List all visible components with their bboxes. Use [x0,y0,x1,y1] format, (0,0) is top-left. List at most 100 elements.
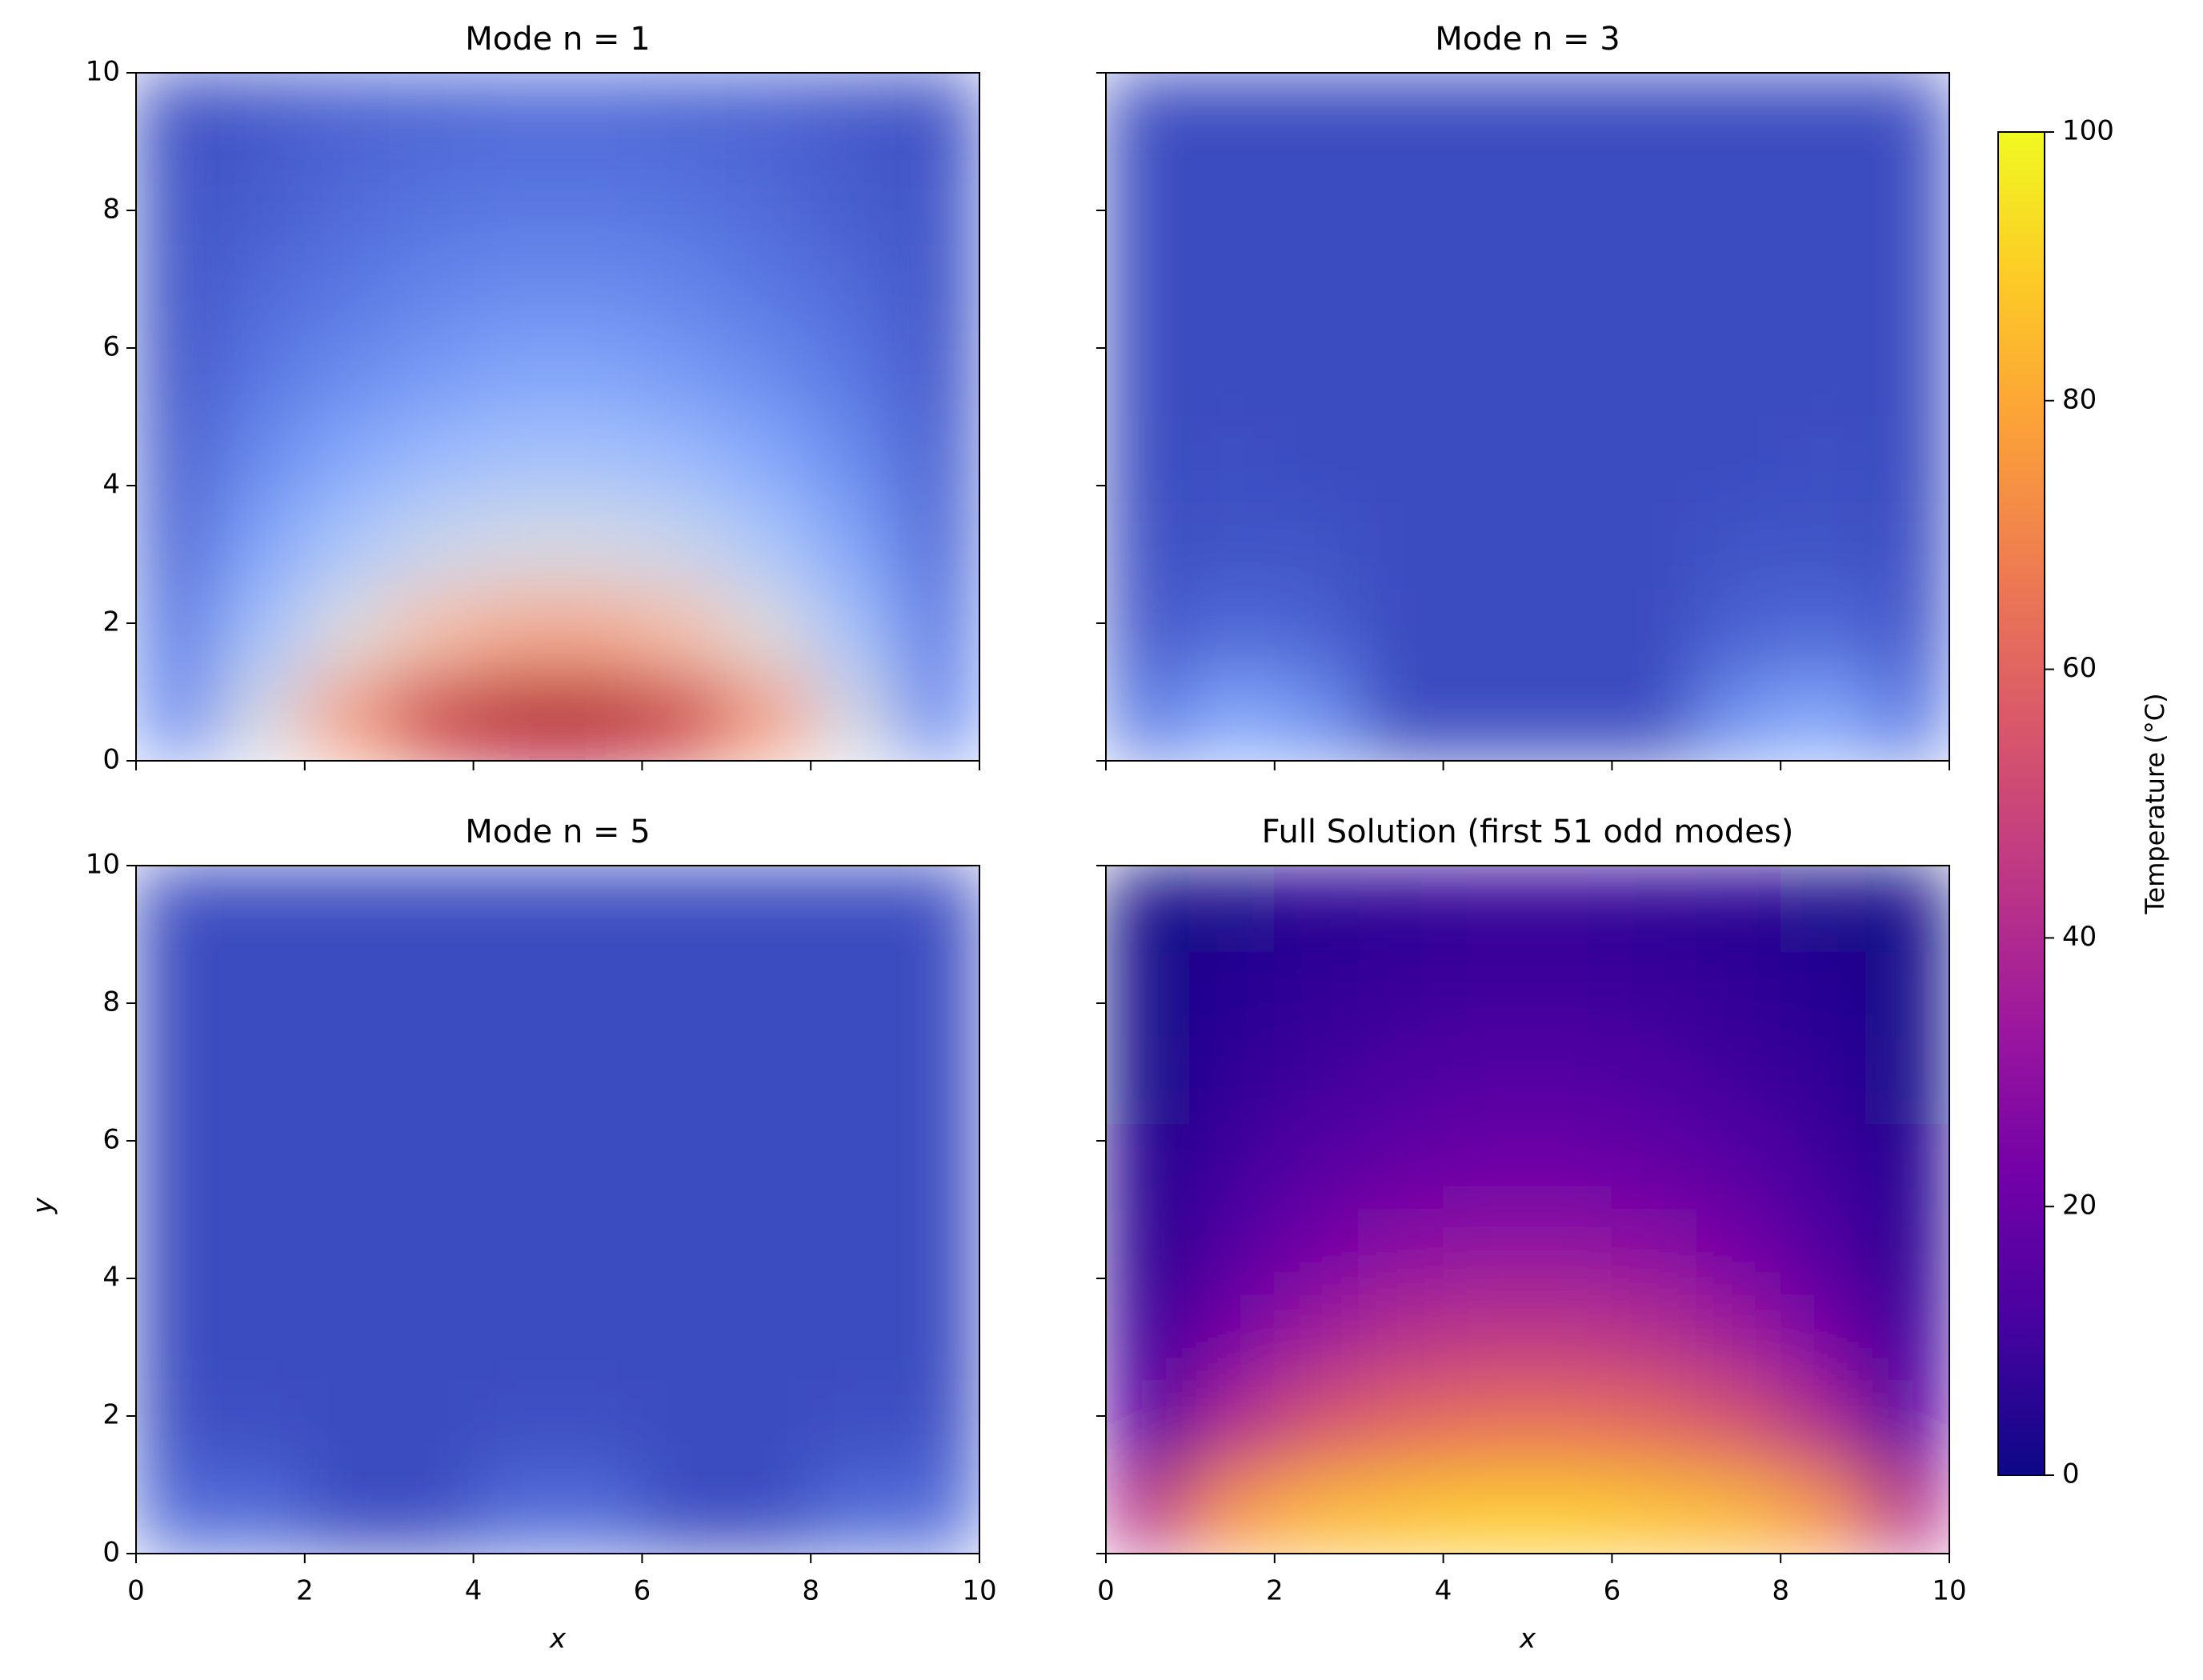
heatmap-cell [726,1123,811,1210]
panel-title: Mode n = 5 [465,814,650,850]
heatmap-cell [895,244,979,331]
heatmap-cell [895,73,979,159]
heatmap-cell [1865,674,1949,761]
heatmap-cell [557,1037,643,1124]
heatmap-cell [1106,1037,1191,1124]
colorbar-tick-label: 20 [2062,1190,2097,1222]
heatmap-cell [136,1381,221,1468]
heatmap-cell [810,73,896,159]
heatmap-cell [1106,502,1191,590]
heatmap-cell [726,588,811,675]
heatmap-cell [1274,588,1360,675]
heatmap-cell [1358,866,1444,952]
heatmap-cell [895,416,979,503]
heatmap-cell [1527,416,1612,503]
heatmap-cell [1358,1381,1444,1468]
heatmap-cell [1358,330,1444,418]
heatmap-cell [1865,158,1949,246]
heatmap-cell [1527,1295,1612,1382]
heatmap-cell [136,674,221,761]
heatmap-cell [473,1467,559,1554]
heatmap-cell [1358,244,1444,331]
x-tick-label: 0 [127,1575,145,1607]
heatmap-cell [388,674,475,761]
heatmap-cell [136,244,221,331]
heatmap-cell [473,1295,559,1382]
heatmap-cell [1274,244,1360,331]
heatmap-cell [1274,1295,1360,1382]
heatmap-cell [895,866,979,952]
y-tick-label: 0 [102,744,120,776]
heatmap-cell [557,1295,643,1382]
heatmap [1106,73,1949,761]
heatmap-cell [1780,1467,1866,1554]
heatmap-cell [1189,1209,1276,1296]
heatmap-cell [1358,1295,1444,1382]
heatmap-cell [1189,866,1276,952]
heatmap-cell [136,502,221,590]
heatmap-cell [1189,951,1276,1038]
heatmap-cell [1527,244,1612,331]
heatmap-cell [388,416,475,503]
heatmap-cell [1780,502,1866,590]
heatmap-cell [473,1123,559,1210]
heatmap-cell [641,1209,727,1296]
heatmap-cell [1189,1381,1276,1468]
heatmap-cell [641,1037,727,1124]
heatmap-cell [895,1295,979,1382]
heatmap-cell [1527,158,1612,246]
colorbar [1997,131,2045,1476]
heatmap-cell [1189,244,1276,331]
heatmap-cell [136,588,221,675]
heatmap-cell [1696,1295,1781,1382]
heatmap-cell [1274,1037,1360,1124]
heatmap-cell [641,244,727,331]
heatmap-cell [304,674,390,761]
heatmap-cell [304,73,390,159]
heatmap-cell [1865,244,1949,331]
heatmap-cell [641,1123,727,1210]
heatmap-cell [219,588,306,675]
heatmap-cell [641,951,727,1038]
heatmap-cell [810,1037,896,1124]
y-tick-label: 8 [102,986,120,1018]
heatmap-cell [557,244,643,331]
heatmap-cell [219,1123,306,1210]
heatmap-cell [136,1209,221,1296]
heatmap-cell [641,416,727,503]
heatmap-cell [810,330,896,418]
heatmap-cell [810,866,896,952]
heatmap-cell [1358,1037,1444,1124]
x-axis-label: x [549,1623,567,1655]
heatmap-cell [1106,866,1191,952]
heatmap-cell [1106,1295,1191,1382]
heatmap-cell [1443,1381,1528,1468]
colorbar-tick-label: 40 [2062,921,2097,953]
heatmap-cell [895,330,979,418]
heatmap-cell [1780,73,1866,159]
heatmap-cell [136,1123,221,1210]
heatmap-cell [1106,1381,1191,1468]
heatmap-cell [810,1381,896,1468]
heatmap-cell [1527,674,1612,761]
heatmap-cell [1189,416,1276,503]
panel-title: Mode n = 3 [1435,21,1620,58]
heatmap-cell [1358,158,1444,246]
heatmap-cell [1189,502,1276,590]
y-tick-label: 10 [86,56,120,88]
heatmap-cell [1865,588,1949,675]
heatmap-cell [1274,1381,1360,1468]
heatmap-cell [1189,1123,1276,1210]
heatmap-cell [388,1123,475,1210]
heatmap-cell [388,244,475,331]
heatmap-cell [810,416,896,503]
heatmap-cell [810,674,896,761]
heatmap-cell [1443,73,1528,159]
heatmap-cell [1780,674,1866,761]
heatmap-cell [219,674,306,761]
heatmap-cell [1696,416,1781,503]
heatmap-cell [219,73,306,159]
heatmap-cell [136,73,221,159]
y-tick-label: 0 [102,1537,120,1569]
x-tick-label: 8 [802,1575,819,1607]
